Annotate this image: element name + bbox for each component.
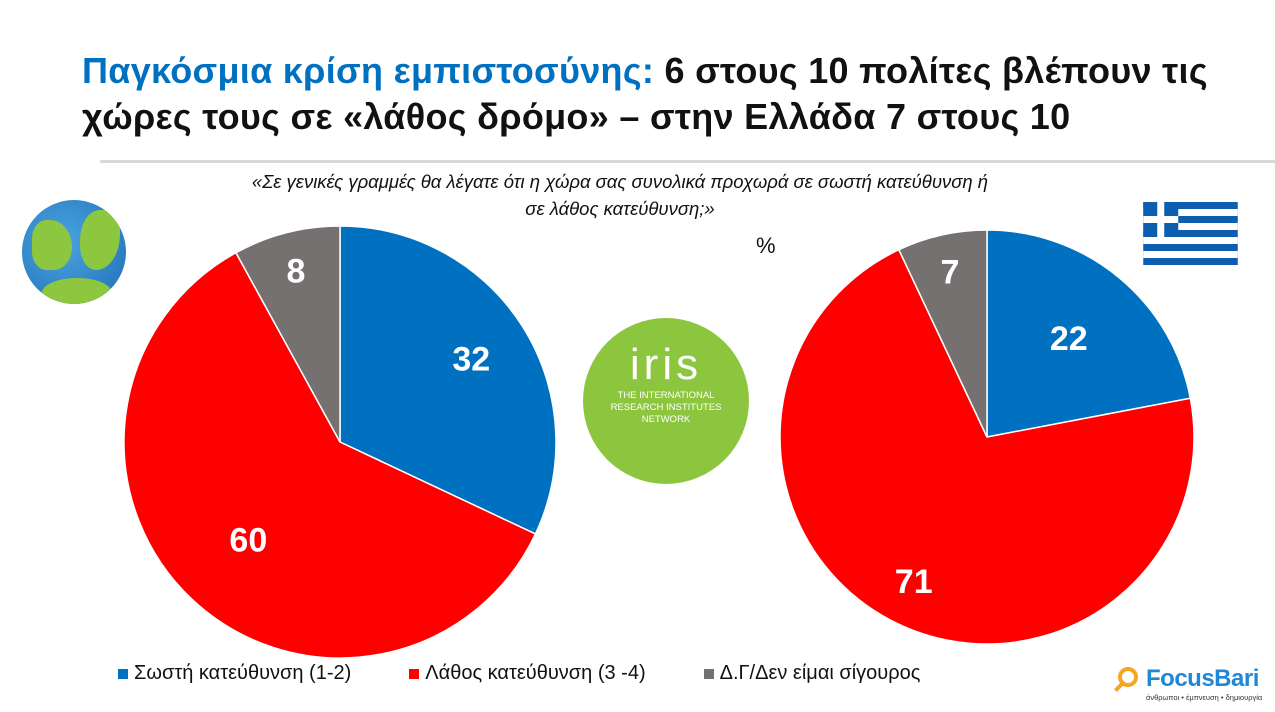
pie1-slice-dk [234,225,341,443]
pie2-label-correct: 22 [1050,320,1088,358]
pie1-slice-wrong [123,251,537,659]
globe-icon [22,200,126,304]
pie1-label-dk: 8 [286,252,305,290]
pie2-label-dk: 7 [941,253,960,291]
pie2-slice-correct [986,229,1192,438]
title-rest: 6 στους 10 πολίτες βλέπουν τις χώρες του… [82,50,1208,137]
iris-logo: iris THE INTERNATIONAL RESEARCH INSTITUT… [583,318,749,484]
pie1-label-correct: 32 [452,341,490,379]
pie2-slice-dk [897,229,988,438]
title-highlight: Παγκόσμια κρίση εμπιστοσύνης: [82,50,655,91]
slide-title: Παγκόσμια κρίση εμπιστοσύνης: 6 στους 10… [82,48,1275,140]
pie2-slice-wrong [779,248,1195,645]
greek-flag-icon [1143,202,1238,265]
divider [100,160,1275,163]
pie1-label-wrong: 60 [229,522,267,560]
legend-item-wrong: Λάθος κατεύθυνση (3 -4) [409,662,646,685]
legend-item-correct: Σωστή κατεύθυνση (1-2) [118,662,351,685]
pie2-label-wrong: 71 [895,563,933,601]
focusbari-logo: FocusBari άνθρωποι • έμπνευση • δημιουργ… [1114,665,1262,702]
legend: Σωστή κατεύθυνση (1-2) Λάθος κατεύθυνση … [118,662,978,685]
legend-item-dk: Δ.Γ/Δεν είμαι σίγουρος [703,662,920,685]
pie1-slice-correct [339,225,557,535]
unit-label: % [756,233,776,258]
survey-question: «Σε γενικές γραμμές θα λέγατε ότι η χώρα… [251,171,989,219]
